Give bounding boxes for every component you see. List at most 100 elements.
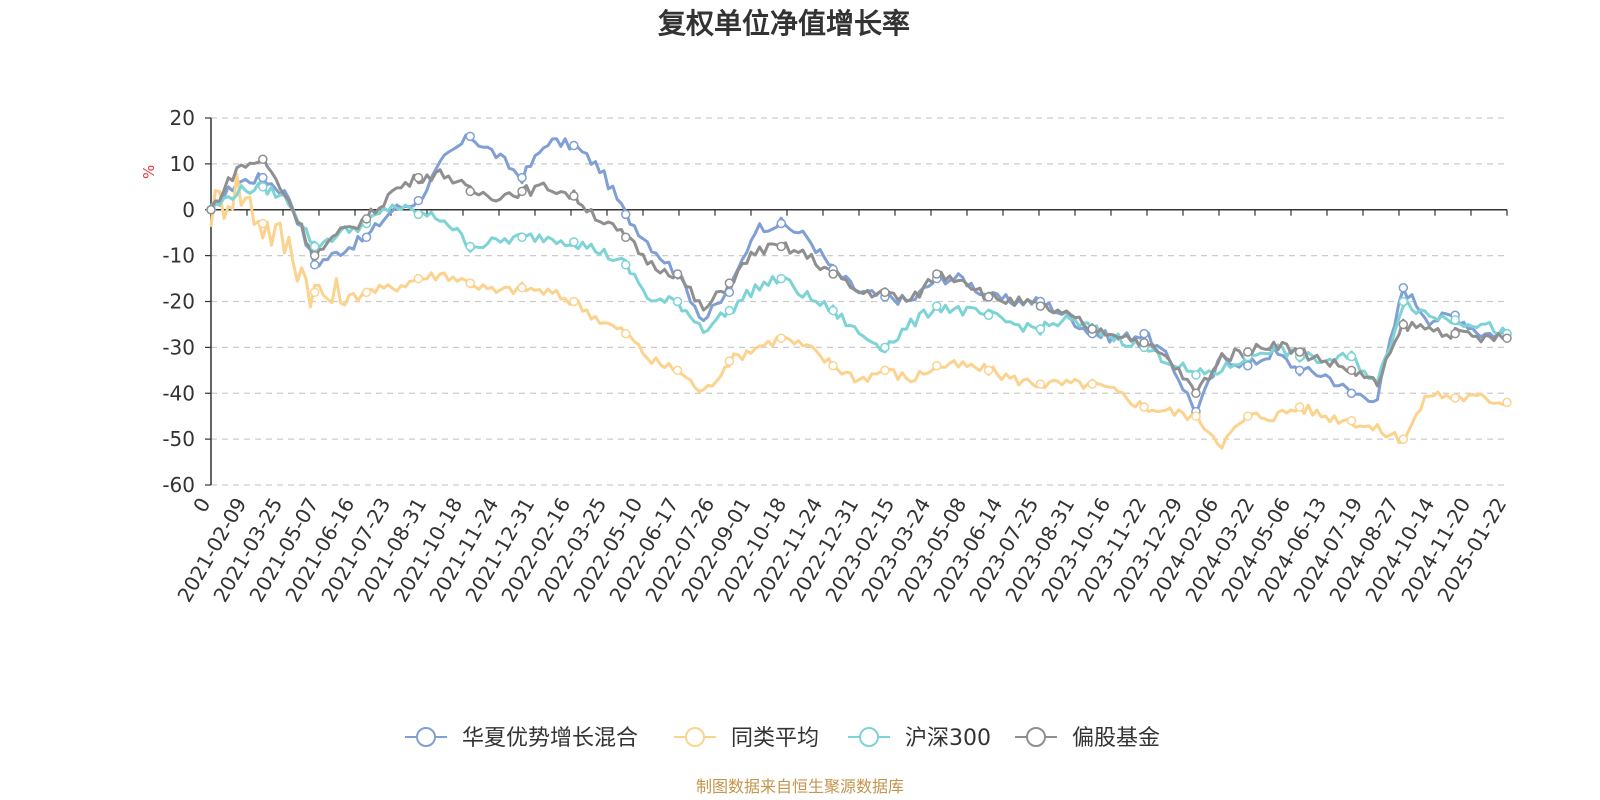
series-2-point-12 <box>517 282 527 293</box>
y-tick-label-3: -10 <box>162 244 195 268</box>
series-3-point-22 <box>776 273 786 284</box>
series-4-point-36 <box>1139 338 1149 348</box>
series-2-point-2 <box>258 218 268 229</box>
series-1-point-16 <box>620 209 631 220</box>
gridlines <box>211 117 1507 486</box>
series-2-point-30 <box>983 365 994 376</box>
legend-item-1[interactable]: 华夏优势增长混合 <box>405 726 638 751</box>
series-4-point-10 <box>465 186 475 197</box>
y-tick-label-5: -30 <box>162 335 195 359</box>
series-4-point-26 <box>880 287 890 298</box>
series-1-point-36 <box>1139 328 1149 339</box>
series-1-point-8 <box>413 195 424 206</box>
series-1-point-46 <box>1398 282 1409 293</box>
series-3-point-4 <box>309 241 320 252</box>
series-1-point-40 <box>1243 360 1253 371</box>
series-2-point-42 <box>1294 402 1305 412</box>
series-3-point-10 <box>465 241 475 252</box>
series-2-point-48 <box>1450 393 1460 403</box>
series-lines <box>209 133 1509 450</box>
legend-marker-3 <box>859 727 879 747</box>
series-markers <box>206 131 1512 444</box>
series-2-point-20 <box>724 356 735 366</box>
series-4-point-16 <box>620 232 631 243</box>
series-4-point-20 <box>724 278 735 288</box>
series-4-point-18 <box>672 269 683 279</box>
legend-item-2[interactable]: 同类平均 <box>674 726 819 751</box>
series-1-point-44 <box>1346 388 1357 398</box>
series-1-point-42 <box>1294 365 1305 376</box>
series-1-point-2 <box>258 172 268 183</box>
series-4-point-8 <box>413 172 424 183</box>
series-4-point-48 <box>1450 328 1460 339</box>
series-1-point-14 <box>569 140 579 151</box>
series-1-point-20 <box>724 287 735 298</box>
series-line-1 <box>209 133 1508 417</box>
series-1-point-10 <box>465 131 475 142</box>
series-3-point-46 <box>1398 296 1409 307</box>
series-2-point-4 <box>309 287 320 298</box>
x-tick-label-0: 0 <box>188 494 215 517</box>
series-3-point-2 <box>258 182 268 192</box>
series-4-point-2 <box>258 154 268 165</box>
series-3-point-30 <box>983 310 994 321</box>
y-tick-label-4: -20 <box>162 290 195 314</box>
series-4-point-6 <box>361 214 372 224</box>
legend-label-4: 偏股基金 <box>1072 726 1160 751</box>
y-tick-label-7: -50 <box>162 427 195 451</box>
series-3-point-12 <box>517 232 527 243</box>
series-3-point-16 <box>620 260 631 270</box>
series-2-point-6 <box>361 287 372 298</box>
series-1-point-22 <box>776 218 786 229</box>
series-3-point-38 <box>1191 370 1201 380</box>
series-1-point-4 <box>309 260 320 270</box>
y-axis: 20 10 0 -10 -20 -30 -40 -50 -60 <box>162 106 212 497</box>
series-4-point-42 <box>1294 347 1305 357</box>
y-tick-label-6: -40 <box>162 381 195 405</box>
series-2-point-26 <box>880 365 890 376</box>
series-4-point-50 <box>1502 333 1512 343</box>
series-line-4 <box>209 154 1508 397</box>
series-4-point-14 <box>569 191 579 201</box>
legend-marker-1 <box>416 727 436 747</box>
y-tick-label-8: -60 <box>162 473 195 497</box>
series-4-point-24 <box>828 269 838 279</box>
series-4-point-44 <box>1346 365 1357 376</box>
series-2-point-50 <box>1502 397 1512 408</box>
series-2-point-28 <box>932 360 942 371</box>
series-2-point-22 <box>776 333 786 343</box>
y-tick-label-1: 10 <box>170 152 195 176</box>
series-1-point-12 <box>517 172 527 183</box>
legend-item-3[interactable]: 沪深300 <box>848 726 991 751</box>
legend-marker-2 <box>685 727 705 747</box>
chart-title: 复权单位净值增长率 <box>658 7 910 40</box>
legend-marker-4 <box>1026 727 1046 747</box>
series-2-point-14 <box>569 296 579 307</box>
series-2-point-36 <box>1139 402 1149 412</box>
series-2-point-18 <box>672 365 683 376</box>
series-4-point-40 <box>1243 347 1253 357</box>
legend: 华夏优势增长混合 同类平均 沪深300 偏股基金 <box>405 726 1160 751</box>
series-3-point-8 <box>413 209 424 220</box>
series-3-point-20 <box>724 305 735 316</box>
series-4-point-0 <box>206 205 216 215</box>
y-tick-label-2: 0 <box>182 198 195 222</box>
series-3-point-24 <box>828 305 838 316</box>
series-4-point-46 <box>1398 319 1409 330</box>
series-4-point-12 <box>517 186 527 197</box>
series-4-point-30 <box>983 292 994 302</box>
series-2-point-46 <box>1398 434 1409 444</box>
series-3-point-18 <box>672 296 683 307</box>
series-2-point-40 <box>1243 411 1253 421</box>
series-4-point-4 <box>309 250 320 261</box>
series-4-point-38 <box>1191 388 1201 398</box>
series-1-point-6 <box>361 232 372 243</box>
y-tick-label-0: 20 <box>170 106 195 130</box>
series-2-point-34 <box>1087 379 1098 389</box>
legend-item-4[interactable]: 偏股基金 <box>1015 726 1160 751</box>
series-2-point-24 <box>828 360 838 371</box>
series-3-point-48 <box>1450 315 1460 325</box>
series-2-point-8 <box>413 273 424 284</box>
